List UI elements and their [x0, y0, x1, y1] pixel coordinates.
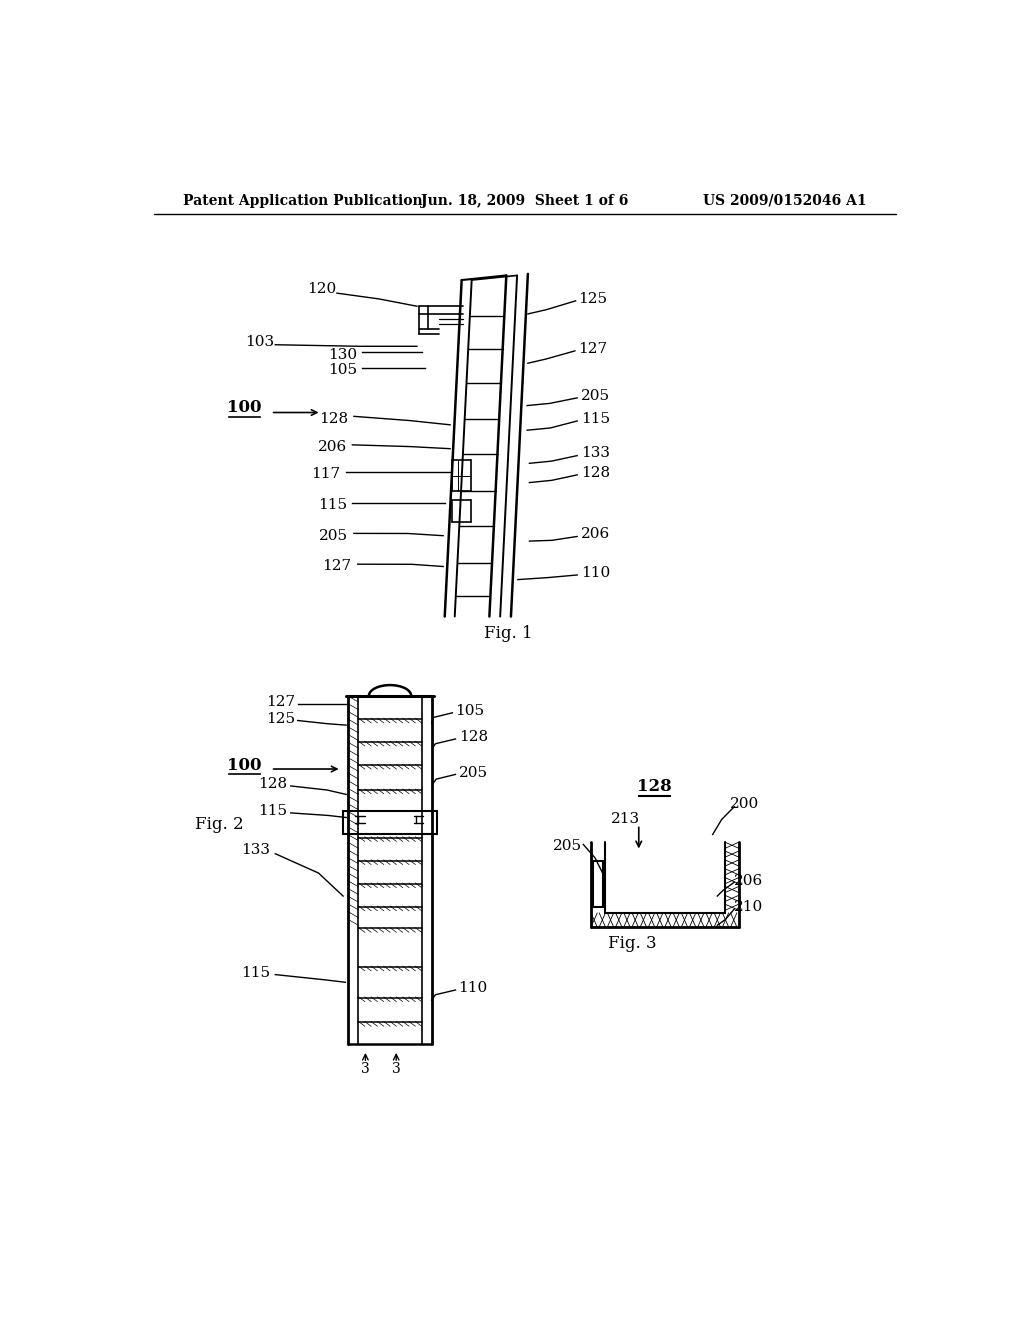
Text: 127: 127 [323, 560, 351, 573]
Text: Jun. 18, 2009  Sheet 1 of 6: Jun. 18, 2009 Sheet 1 of 6 [421, 194, 629, 207]
Text: 125: 125 [578, 292, 607, 306]
Text: Patent Application Publication: Patent Application Publication [183, 194, 423, 207]
Text: 205: 205 [459, 766, 487, 780]
Text: 125: 125 [266, 711, 295, 726]
Text: 110: 110 [581, 566, 610, 579]
Text: 115: 115 [242, 966, 270, 979]
Text: 206: 206 [581, 527, 610, 541]
Text: 110: 110 [459, 982, 487, 995]
Text: 205: 205 [553, 840, 583, 853]
Text: Fig. 3: Fig. 3 [608, 936, 657, 952]
Text: 100: 100 [227, 756, 262, 774]
Text: 128: 128 [637, 779, 672, 795]
Text: 206: 206 [317, 440, 347, 454]
Text: 206: 206 [733, 874, 763, 887]
Text: 128: 128 [581, 466, 610, 479]
Text: 200: 200 [730, 797, 760, 810]
Text: 120: 120 [307, 282, 336, 296]
Text: US 2009/0152046 A1: US 2009/0152046 A1 [703, 194, 866, 207]
Text: 105: 105 [328, 363, 357, 378]
Text: 127: 127 [266, 696, 295, 709]
Text: 100: 100 [227, 400, 262, 416]
Text: 128: 128 [258, 777, 288, 792]
Text: 105: 105 [455, 705, 484, 718]
Text: 133: 133 [582, 446, 610, 461]
Text: 213: 213 [611, 812, 640, 826]
Text: 133: 133 [242, 843, 270, 857]
Text: 103: 103 [246, 335, 274, 348]
Text: 128: 128 [459, 730, 487, 744]
Text: 128: 128 [319, 412, 348, 425]
Text: 130: 130 [328, 347, 357, 362]
Text: 127: 127 [578, 342, 607, 356]
Text: Fig. 2: Fig. 2 [195, 816, 244, 833]
Text: 3: 3 [361, 1063, 370, 1076]
Text: 115: 115 [581, 412, 610, 425]
Text: 210: 210 [733, 900, 763, 913]
Text: 205: 205 [319, 529, 348, 543]
Text: 205: 205 [581, 388, 610, 403]
Text: 115: 115 [317, 498, 347, 512]
Text: Fig. 1: Fig. 1 [483, 624, 532, 642]
Text: 3: 3 [392, 1063, 400, 1076]
Text: 117: 117 [311, 467, 341, 480]
Text: 115: 115 [258, 804, 288, 818]
